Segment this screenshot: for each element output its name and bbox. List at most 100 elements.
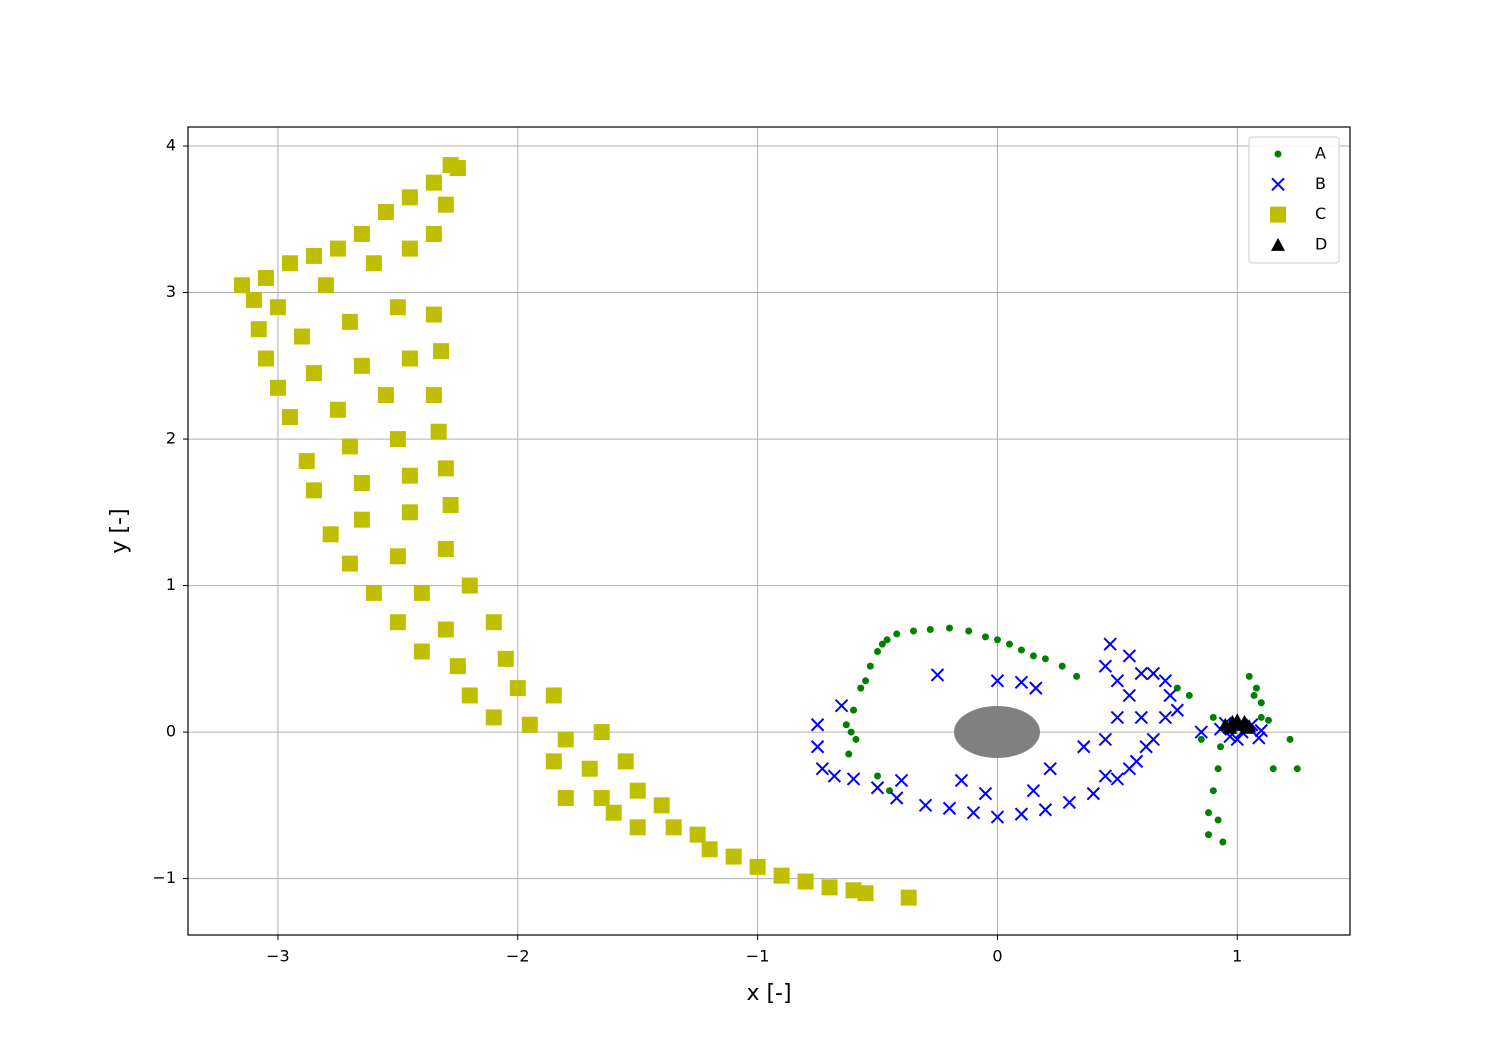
legend-marker — [1271, 237, 1285, 251]
point — [329, 401, 346, 418]
point — [497, 650, 514, 667]
point — [593, 724, 610, 741]
point — [437, 196, 454, 213]
point — [1017, 646, 1025, 654]
point — [317, 277, 334, 294]
point — [1185, 691, 1193, 699]
point — [810, 718, 825, 732]
point — [389, 614, 406, 631]
point — [629, 782, 646, 799]
point — [401, 240, 418, 257]
point — [1062, 795, 1077, 810]
legend-marker — [1271, 177, 1285, 192]
point — [389, 548, 406, 565]
point — [269, 379, 286, 396]
point — [593, 790, 610, 807]
point — [965, 627, 973, 635]
point — [993, 636, 1001, 644]
point — [305, 365, 322, 382]
point — [1163, 688, 1177, 703]
point — [1219, 838, 1227, 846]
point — [545, 753, 562, 770]
point — [1098, 769, 1113, 783]
point — [353, 511, 370, 528]
legend-marker — [1274, 150, 1282, 158]
point — [1122, 649, 1137, 663]
point — [1204, 809, 1212, 817]
point — [437, 540, 454, 557]
point — [862, 677, 870, 685]
point — [910, 627, 918, 635]
point — [966, 805, 981, 820]
point — [413, 584, 430, 601]
point — [1214, 816, 1222, 824]
point — [377, 387, 394, 404]
point — [930, 668, 945, 682]
series-a — [842, 624, 1301, 846]
x-tick-label: −1 — [746, 947, 770, 966]
point — [1041, 655, 1049, 663]
point — [425, 225, 442, 242]
point — [1204, 831, 1212, 839]
point — [389, 299, 406, 316]
x-tick-label: −3 — [266, 947, 290, 966]
y-tick-label: 2 — [166, 429, 176, 448]
point — [257, 269, 274, 286]
point — [890, 791, 904, 805]
point — [1077, 740, 1091, 754]
point — [827, 769, 842, 783]
point — [442, 496, 459, 513]
point — [425, 174, 442, 191]
point — [866, 662, 874, 670]
point — [353, 475, 370, 492]
point — [797, 873, 814, 890]
point — [918, 798, 933, 813]
point — [847, 728, 855, 736]
point — [425, 306, 442, 323]
point — [701, 841, 718, 858]
point — [353, 225, 370, 242]
point — [1216, 743, 1224, 751]
legend-label: C — [1315, 204, 1326, 223]
point — [1209, 713, 1217, 721]
point — [1245, 672, 1253, 680]
point — [1170, 703, 1185, 717]
point — [1250, 691, 1258, 699]
point — [1073, 672, 1081, 680]
point — [1257, 699, 1265, 707]
point — [821, 879, 838, 896]
point — [845, 750, 853, 758]
point — [883, 636, 891, 644]
point — [1146, 666, 1161, 681]
point — [810, 740, 825, 754]
point — [1194, 725, 1209, 739]
point — [850, 706, 858, 714]
point — [665, 819, 682, 836]
point — [557, 731, 574, 748]
point — [433, 343, 450, 360]
point — [1134, 666, 1149, 681]
point — [1252, 684, 1260, 692]
point — [461, 577, 478, 594]
marks — [233, 157, 1301, 906]
point — [389, 431, 406, 448]
plot-frame — [187, 126, 1351, 936]
central-body — [954, 706, 1040, 758]
point — [1029, 681, 1043, 695]
point — [425, 387, 442, 404]
y-tick-label: 0 — [166, 722, 176, 741]
point — [293, 328, 310, 345]
point — [1214, 765, 1222, 773]
point — [945, 624, 953, 632]
point — [1257, 713, 1265, 721]
point — [1264, 716, 1272, 724]
point — [305, 247, 322, 264]
point — [1269, 765, 1277, 773]
x-axis-label: x [-] — [746, 981, 791, 1006]
x-tick-label: 1 — [1232, 947, 1242, 966]
point — [1122, 762, 1137, 776]
point — [281, 409, 298, 426]
point — [834, 699, 849, 713]
point — [430, 423, 447, 440]
